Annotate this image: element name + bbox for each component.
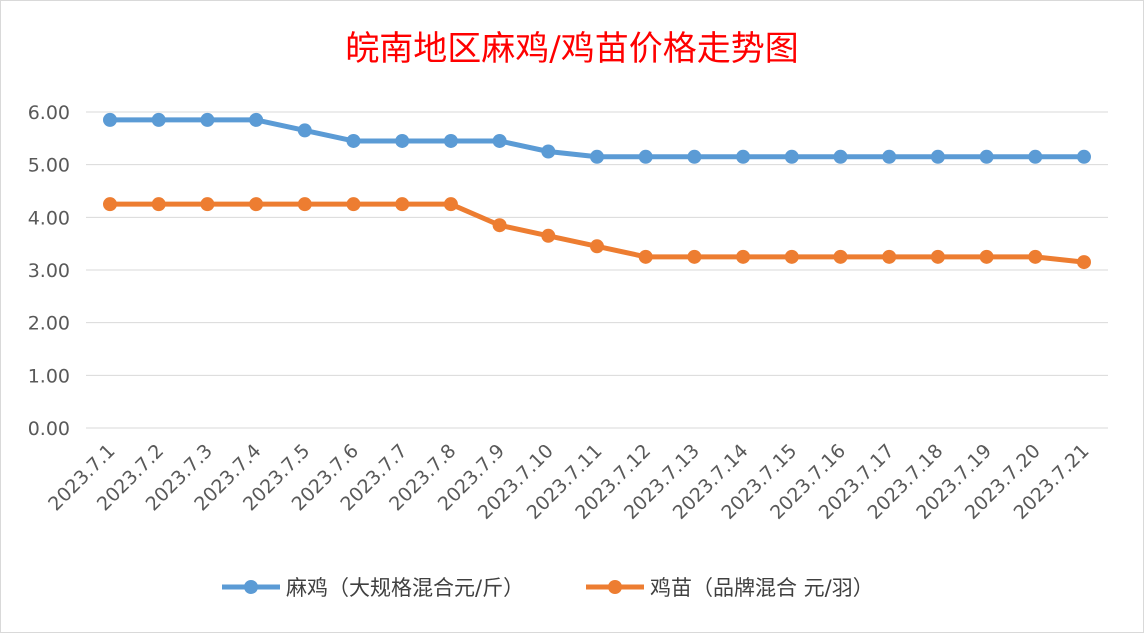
y-tick-label: 6.00 bbox=[28, 102, 70, 124]
data-point bbox=[590, 149, 604, 164]
y-tick-label: 2.00 bbox=[28, 313, 70, 335]
data-point bbox=[249, 112, 264, 127]
data-point bbox=[443, 133, 458, 148]
data-point bbox=[395, 197, 410, 212]
gridlines bbox=[86, 111, 1108, 429]
data-point bbox=[882, 249, 897, 264]
chart-title: 皖南地区麻鸡/鸡苗价格走势图 bbox=[345, 29, 798, 69]
series bbox=[103, 112, 1091, 270]
data-point bbox=[736, 149, 751, 164]
y-tick-label: 0.00 bbox=[28, 418, 70, 440]
y-tick-label: 3.00 bbox=[28, 260, 70, 282]
data-point bbox=[736, 249, 751, 264]
data-point bbox=[979, 249, 994, 264]
data-point bbox=[687, 149, 702, 164]
data-point bbox=[200, 112, 215, 127]
data-point bbox=[638, 249, 653, 264]
y-tick-label: 5.00 bbox=[28, 155, 70, 177]
data-point bbox=[103, 112, 117, 127]
data-point bbox=[930, 249, 945, 264]
data-point bbox=[297, 123, 312, 138]
x-axis-ticks: 2023.7.12023.7.22023.7.32023.7.42023.7.5… bbox=[44, 440, 1093, 524]
data-point bbox=[1077, 255, 1091, 270]
legend-label: 鸡苗（品牌混合 元/羽） bbox=[650, 576, 874, 600]
data-point bbox=[151, 112, 166, 127]
data-point bbox=[784, 149, 799, 164]
legend-item: 鸡苗（品牌混合 元/羽） bbox=[586, 576, 874, 600]
data-point bbox=[833, 149, 848, 164]
data-point bbox=[492, 218, 507, 233]
data-point bbox=[200, 197, 215, 212]
data-point bbox=[882, 149, 897, 164]
data-point bbox=[833, 249, 848, 264]
data-point bbox=[1077, 149, 1091, 164]
data-point bbox=[346, 197, 361, 212]
data-point bbox=[249, 197, 264, 212]
y-tick-label: 1.00 bbox=[28, 365, 70, 387]
data-point bbox=[1028, 249, 1043, 264]
data-point bbox=[492, 133, 507, 148]
legend-marker bbox=[608, 580, 622, 594]
data-point bbox=[1028, 149, 1043, 164]
series-1 bbox=[103, 112, 1091, 164]
data-point bbox=[638, 149, 653, 164]
data-point bbox=[590, 239, 604, 254]
data-point bbox=[930, 149, 945, 164]
data-point bbox=[395, 133, 410, 148]
legend-item: 麻鸡（大规格混合元/斤） bbox=[222, 576, 524, 600]
legend-label: 麻鸡（大规格混合元/斤） bbox=[286, 576, 524, 600]
y-tick-label: 4.00 bbox=[28, 207, 70, 229]
series-2 bbox=[103, 197, 1091, 270]
y-axis-ticks: 0.00 1.00 2.00 3.00 4.00 5.00 6.00 bbox=[28, 102, 70, 440]
data-point bbox=[443, 197, 458, 212]
legend-marker bbox=[244, 580, 258, 594]
data-point bbox=[784, 249, 799, 264]
data-point bbox=[687, 249, 702, 264]
legend: 麻鸡（大规格混合元/斤） 鸡苗（品牌混合 元/羽） bbox=[222, 576, 874, 600]
data-point bbox=[541, 228, 556, 243]
data-point bbox=[979, 149, 994, 164]
data-point bbox=[541, 144, 556, 159]
data-point bbox=[346, 133, 361, 148]
data-point bbox=[151, 197, 166, 212]
data-point bbox=[103, 197, 117, 212]
data-point bbox=[297, 197, 312, 212]
